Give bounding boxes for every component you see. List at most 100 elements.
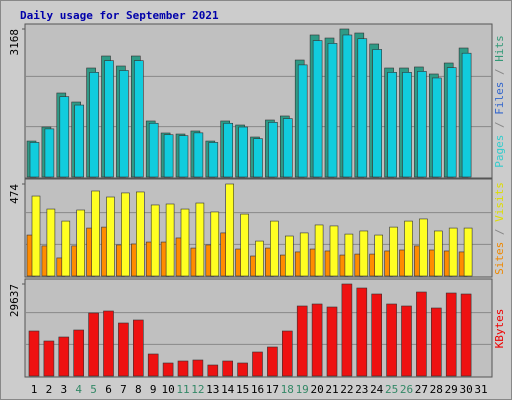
y-tick-label: 3168 (8, 29, 21, 56)
bar (357, 38, 368, 178)
bar (61, 220, 71, 277)
y-tick-label: 29637 (8, 284, 21, 317)
bar (282, 118, 293, 178)
x-tick-label: 23 (355, 383, 368, 396)
x-tick-label: 8 (135, 383, 142, 396)
x-tick-label: 27 (415, 383, 428, 396)
bar (225, 183, 234, 277)
label-part: / (493, 222, 506, 242)
bar (31, 195, 41, 277)
bar (281, 330, 293, 377)
x-tick-label: 20 (310, 383, 323, 396)
bar (359, 230, 369, 277)
bar (223, 122, 233, 178)
bar (76, 209, 85, 277)
bar (253, 138, 263, 178)
bar (89, 72, 99, 178)
label-part: Files (493, 82, 506, 115)
bar (419, 218, 428, 277)
bar (371, 293, 383, 377)
bar (147, 353, 159, 377)
bar (133, 319, 144, 377)
bar (296, 305, 308, 377)
bar (195, 202, 205, 277)
x-tick-label: 10 (161, 383, 174, 396)
bar (252, 351, 263, 377)
x-tick-label: 14 (221, 383, 235, 396)
x-tick-label: 7 (120, 383, 127, 396)
bar (311, 303, 323, 377)
bar (389, 226, 398, 277)
label-part: Visits (493, 182, 506, 222)
bar (270, 220, 279, 277)
bar (88, 312, 99, 377)
bar (180, 208, 190, 277)
bar (387, 72, 397, 178)
x-tick-label: 2 (46, 383, 53, 396)
x-tick-label: 31 (474, 383, 487, 396)
bar (445, 292, 457, 377)
bar (210, 211, 220, 277)
bar (417, 71, 427, 178)
label-part: Pages (493, 135, 506, 168)
series-label: Sites / Visits (493, 182, 506, 275)
bar (121, 192, 130, 277)
bar (238, 126, 248, 178)
bar (344, 233, 354, 277)
bar (165, 203, 175, 277)
chart-title: Daily usage for September 2021 (20, 9, 219, 22)
bar (177, 360, 189, 377)
x-tick-label: 12 (191, 383, 204, 396)
bar (74, 104, 84, 178)
plot-area (24, 278, 493, 378)
x-tick-label: 1 (31, 383, 38, 396)
label-part: KBytes (493, 309, 506, 349)
bar (29, 142, 40, 178)
bar (404, 220, 413, 277)
bar (430, 307, 442, 377)
x-tick-label: 22 (340, 383, 353, 396)
bar (237, 362, 248, 377)
label-part: Sites (493, 242, 506, 275)
x-tick-label: 21 (325, 383, 338, 396)
bar (329, 225, 339, 277)
y-tick-label: 474 (8, 184, 21, 204)
bar (136, 191, 145, 277)
bar (240, 213, 249, 277)
x-tick-label: 17 (266, 383, 279, 396)
bar (448, 227, 458, 277)
bar (59, 96, 70, 178)
x-tick-label: 28 (430, 383, 443, 396)
bar (342, 34, 353, 178)
bar (446, 67, 457, 178)
bar (401, 305, 412, 377)
x-tick-label: 13 (206, 383, 219, 396)
bar (402, 72, 412, 178)
bar (178, 135, 189, 178)
bar (44, 128, 55, 178)
bar (341, 283, 353, 377)
bar (162, 362, 174, 377)
bar (433, 230, 443, 277)
x-tick-label: 4 (75, 383, 82, 396)
x-tick-label: 25 (385, 383, 398, 396)
bar (134, 60, 144, 178)
bar (386, 303, 397, 377)
bar (267, 346, 278, 377)
x-tick-label: 9 (150, 383, 157, 396)
bar (299, 232, 309, 277)
bar (314, 224, 324, 277)
bar (43, 340, 55, 377)
x-tick-label: 5 (90, 383, 97, 396)
bar (104, 60, 114, 178)
bar (284, 235, 294, 277)
bar (222, 360, 233, 377)
label-part: / (493, 62, 506, 82)
bar (103, 310, 114, 377)
bar (192, 359, 204, 377)
x-tick-label: 19 (296, 383, 309, 396)
bar (431, 77, 442, 178)
x-tick-label: 29 (445, 383, 458, 396)
label-part: Hits (493, 35, 506, 62)
